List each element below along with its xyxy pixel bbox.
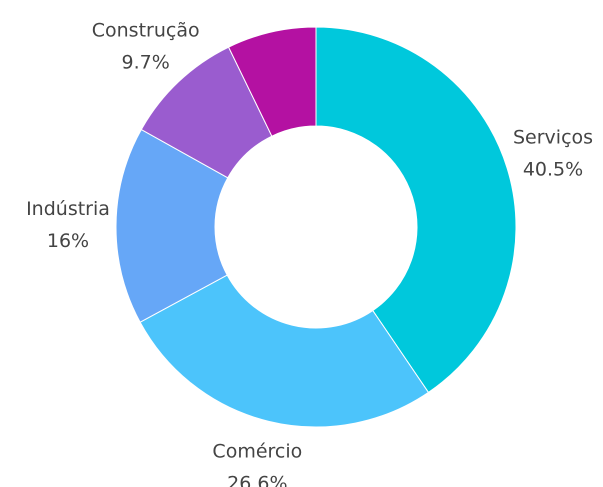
slice: [139, 274, 430, 428]
slice: [227, 26, 317, 137]
slice-value: 40.5%: [523, 159, 583, 181]
slice-label: Indústria: [26, 198, 110, 220]
slice-value: 9.7%: [122, 51, 170, 73]
slice: [315, 26, 517, 394]
slice-value: 26.6%: [227, 472, 287, 487]
slice-value: 16%: [47, 230, 89, 252]
slice: [115, 128, 229, 323]
slice-label: Comércio: [212, 440, 302, 462]
slice-label: Serviços: [513, 127, 593, 149]
slice-label: Construção: [92, 19, 200, 41]
